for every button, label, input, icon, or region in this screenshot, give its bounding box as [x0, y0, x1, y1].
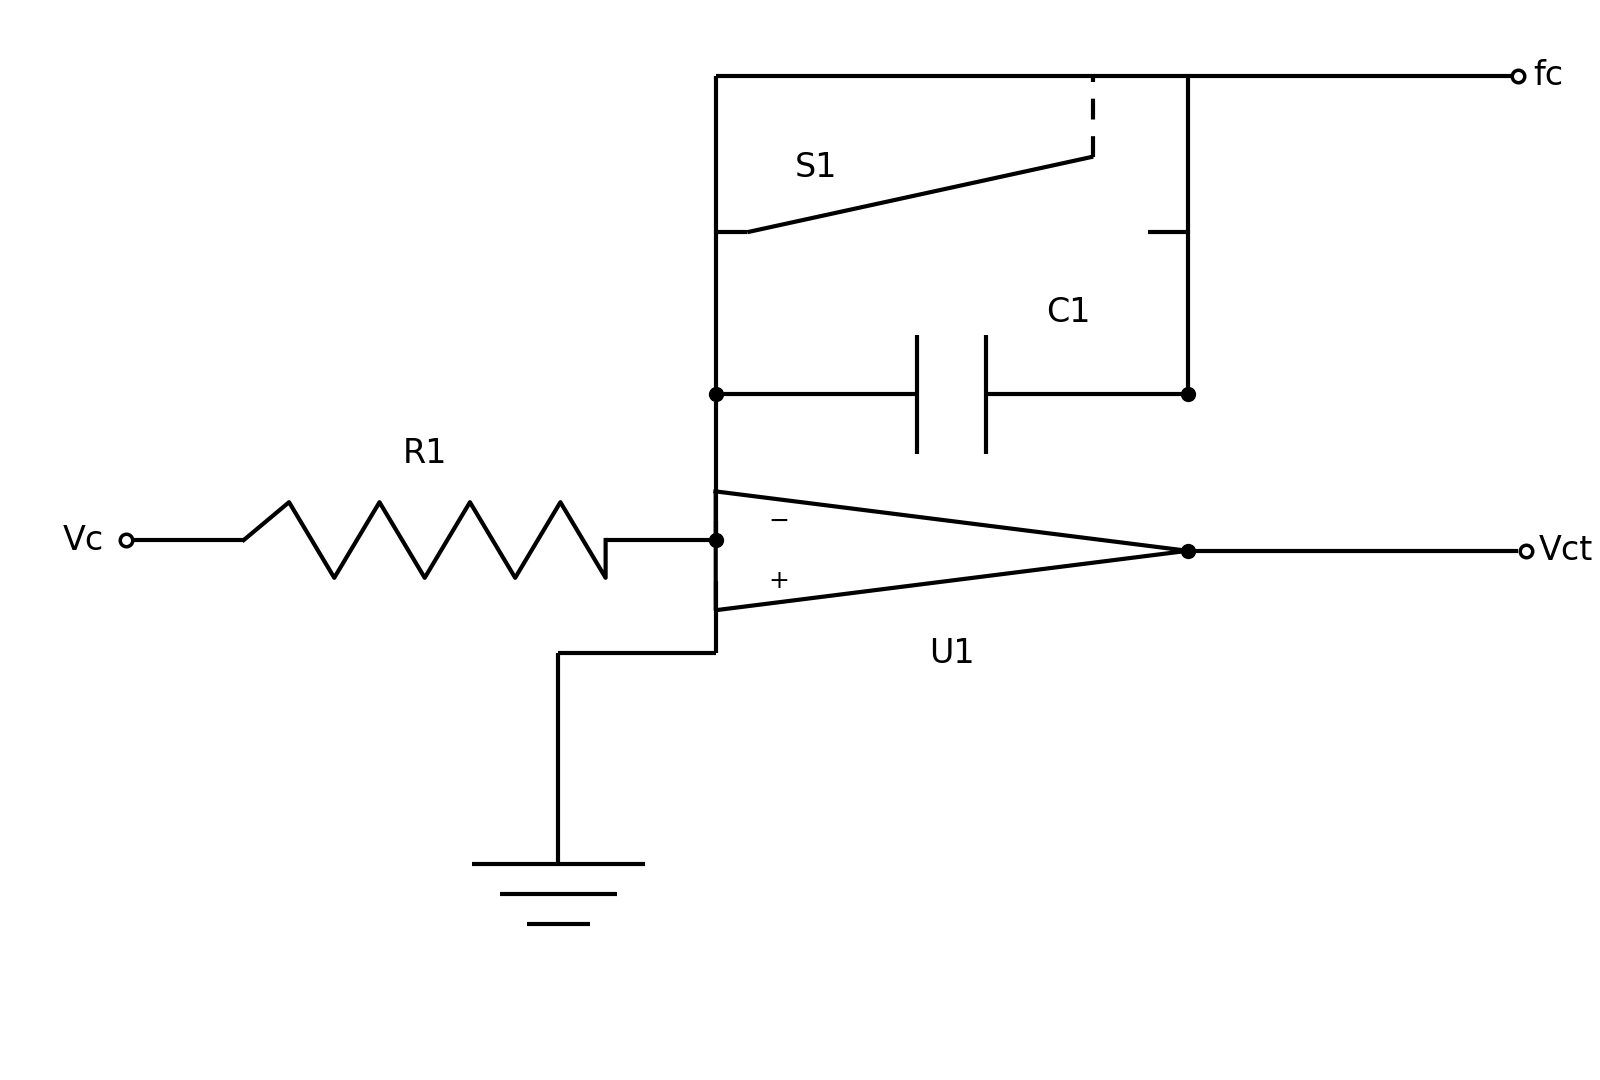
- Text: fc: fc: [1534, 59, 1563, 92]
- Text: +: +: [768, 568, 789, 593]
- Text: C1: C1: [1046, 296, 1091, 329]
- Text: R1: R1: [403, 436, 446, 470]
- Text: Vc: Vc: [62, 524, 104, 556]
- Text: S1: S1: [794, 150, 837, 184]
- Text: Vct: Vct: [1539, 535, 1592, 567]
- Text: −: −: [768, 509, 789, 534]
- Text: U1: U1: [930, 637, 974, 671]
